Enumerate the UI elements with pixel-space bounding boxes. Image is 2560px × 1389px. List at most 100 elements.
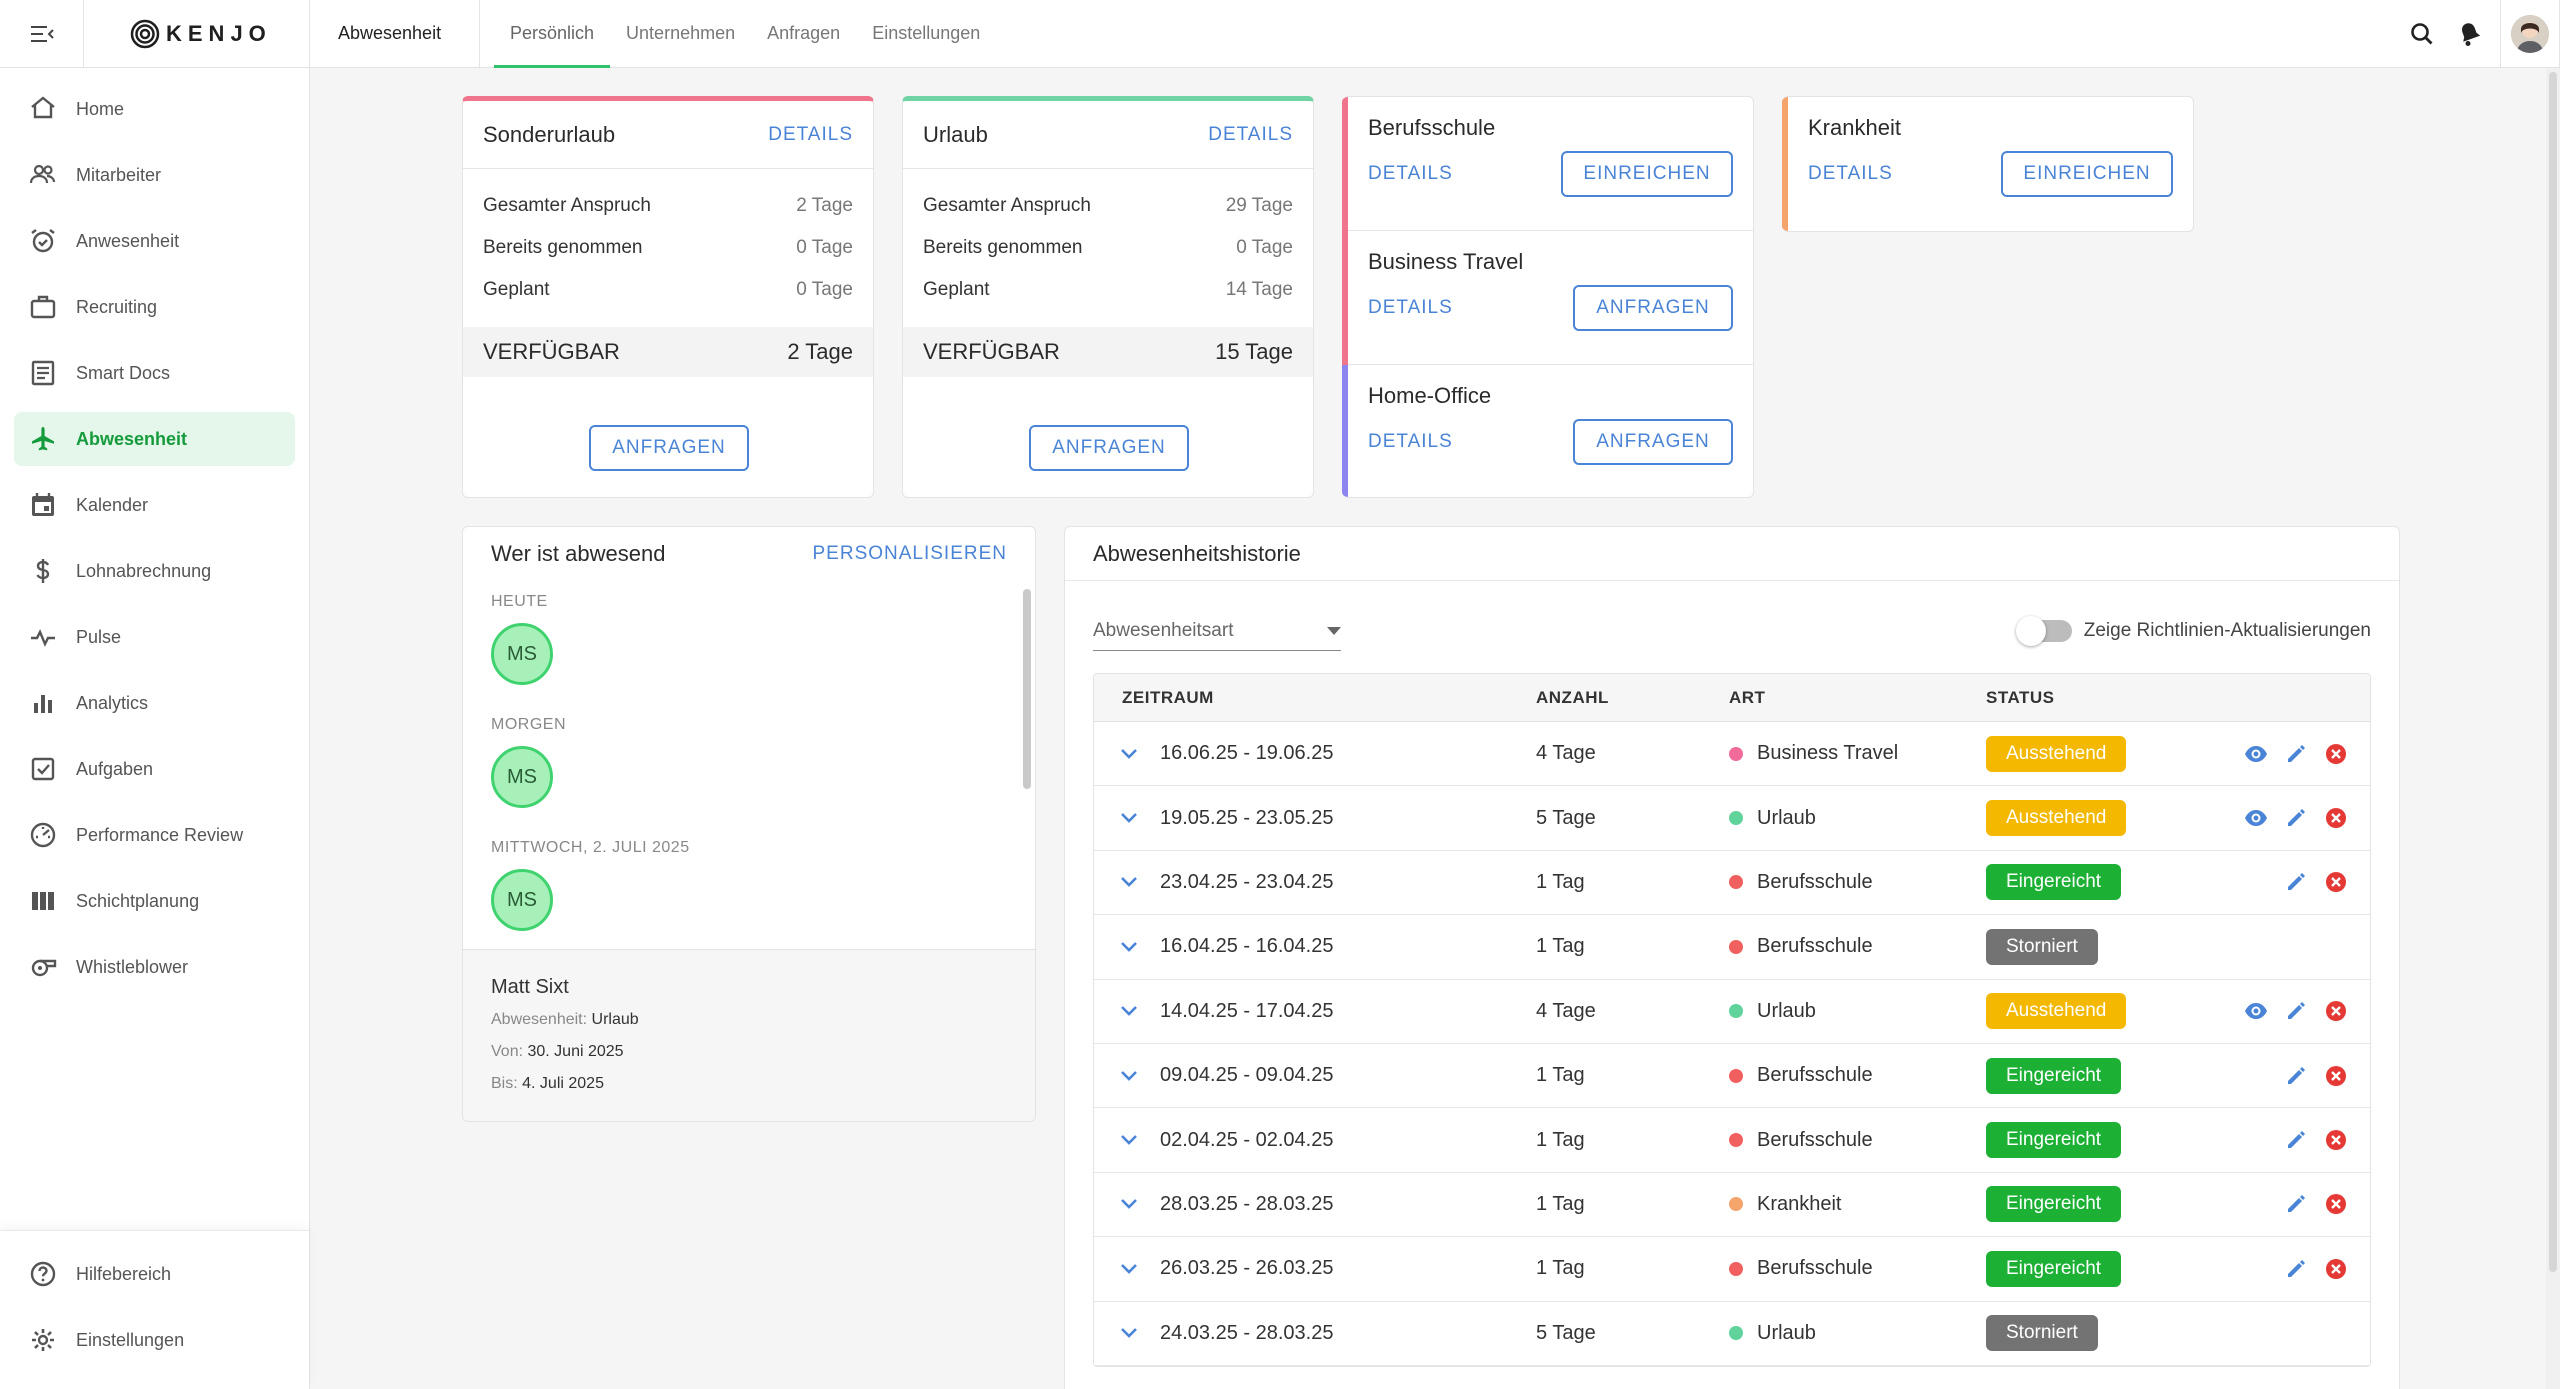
edit-pencil-icon[interactable] bbox=[2284, 999, 2308, 1023]
expand-chevron-icon[interactable] bbox=[1120, 748, 1140, 760]
sidebar-item-performance-review[interactable]: Performance Review bbox=[14, 808, 295, 862]
cell-count: 1 Tag bbox=[1536, 1064, 1585, 1087]
table-row[interactable]: 02.04.25 - 02.04.25 1 Tag Berufsschule Eing… bbox=[1094, 1108, 2370, 1173]
sidebar-item-kalender[interactable]: Kalender bbox=[14, 478, 295, 532]
cell-count: 5 Tage bbox=[1536, 1321, 1596, 1344]
edit-pencil-icon[interactable] bbox=[2284, 742, 2308, 766]
tab-unternehmen[interactable]: Unternehmen bbox=[626, 23, 736, 43]
view-eye-icon[interactable] bbox=[2244, 742, 2268, 766]
who-days-list[interactable]: HEUTE MS MORGEN MS MITTWOCH, 2. JULI 2025 MS bbox=[463, 581, 1035, 951]
expand-chevron-icon[interactable] bbox=[1120, 941, 1140, 953]
tab-persönlich[interactable]: Persönlich bbox=[494, 0, 611, 68]
menu-collapse-button[interactable] bbox=[0, 0, 84, 68]
employee-initials: MS bbox=[507, 888, 537, 911]
request-button[interactable]: ANFRAGEN bbox=[1573, 285, 1733, 331]
sidebar-item-whistleblower[interactable]: Whistleblower bbox=[14, 940, 295, 994]
page-scrollbar-thumb[interactable] bbox=[2549, 72, 2557, 1272]
cell-actions bbox=[2186, 999, 2370, 1023]
table-row[interactable]: 23.04.25 - 23.04.25 1 Tag Berufsschule Eing… bbox=[1094, 850, 2370, 916]
cell-status: Storniert bbox=[1986, 1315, 2186, 1352]
view-eye-icon[interactable] bbox=[2244, 806, 2268, 830]
table-row[interactable]: 24.03.25 - 28.03.25 5 Tage Urlaub Storniert bbox=[1094, 1301, 2370, 1366]
notifications-button[interactable] bbox=[2446, 0, 2494, 68]
table-row[interactable]: 16.06.25 - 19.06.25 4 Tage Business Travel… bbox=[1094, 722, 2370, 787]
who-day-group: MITTWOCH, 2. JULI 2025 MS bbox=[463, 827, 1035, 950]
absence-type-filter[interactable]: Abwesenheitsart bbox=[1093, 611, 1341, 651]
who-scrollbar[interactable] bbox=[1023, 589, 1031, 789]
page-scrollbar[interactable] bbox=[2546, 68, 2560, 1389]
expand-chevron-icon[interactable] bbox=[1120, 876, 1140, 888]
cancel-x-icon[interactable] bbox=[2324, 999, 2348, 1023]
expand-chevron-icon[interactable] bbox=[1120, 1005, 1140, 1017]
column-header-status[interactable]: STATUS bbox=[1986, 687, 2055, 707]
cell-period: 26.03.25 - 26.03.25 bbox=[1094, 1257, 1536, 1280]
table-row[interactable]: 26.03.25 - 26.03.25 1 Tag Berufsschule Eing… bbox=[1094, 1237, 2370, 1302]
menu-collapse-icon bbox=[30, 25, 54, 42]
cancel-x-icon[interactable] bbox=[2324, 870, 2348, 894]
cancel-x-icon[interactable] bbox=[2324, 1128, 2348, 1152]
sidebar-item-einstellungen[interactable]: Einstellungen bbox=[14, 1313, 295, 1367]
expand-chevron-icon[interactable] bbox=[1120, 812, 1140, 824]
column-header-type[interactable]: ART bbox=[1729, 687, 1766, 707]
cancel-x-icon[interactable] bbox=[2324, 1257, 2348, 1281]
request-button[interactable]: ANFRAGEN bbox=[1029, 425, 1189, 471]
details-link[interactable]: DETAILS bbox=[1208, 123, 1293, 145]
edit-pencil-icon[interactable] bbox=[2284, 1192, 2308, 1216]
cancel-x-icon[interactable] bbox=[2324, 806, 2348, 830]
cancel-x-icon[interactable] bbox=[2324, 742, 2348, 766]
user-menu[interactable] bbox=[2500, 0, 2560, 68]
submit-button[interactable]: EINREICHEN bbox=[2001, 151, 2173, 197]
expand-chevron-icon[interactable] bbox=[1120, 1327, 1140, 1339]
policy-updates-toggle[interactable] bbox=[2015, 616, 2072, 646]
sidebar-item-pulse[interactable]: Pulse bbox=[14, 610, 295, 664]
employee-avatar[interactable]: MS bbox=[491, 869, 553, 931]
edit-pencil-icon[interactable] bbox=[2284, 870, 2308, 894]
cancel-x-icon[interactable] bbox=[2324, 1192, 2348, 1216]
sidebar-item-aufgaben[interactable]: Aufgaben bbox=[14, 742, 295, 796]
edit-pencil-icon[interactable] bbox=[2284, 1128, 2308, 1152]
details-link[interactable]: DETAILS bbox=[1808, 163, 1893, 184]
sidebar-item-lohnabrechnung[interactable]: Lohnabrechnung bbox=[14, 544, 295, 598]
tab-anfragen[interactable]: Anfragen bbox=[767, 23, 841, 43]
sidebar-item-smart-docs[interactable]: Smart Docs bbox=[14, 346, 295, 400]
search-button[interactable] bbox=[2398, 0, 2446, 68]
sidebar-item-analytics[interactable]: Analytics bbox=[14, 676, 295, 730]
request-button[interactable]: ANFRAGEN bbox=[1573, 419, 1733, 465]
table-row[interactable]: 19.05.25 - 23.05.25 5 Tage Urlaub Ausstehen… bbox=[1094, 786, 2370, 851]
sidebar-item-anwesenheit[interactable]: Anwesenheit bbox=[14, 214, 295, 268]
expand-chevron-icon[interactable] bbox=[1120, 1198, 1140, 1210]
table-row[interactable]: 16.04.25 - 16.04.25 1 Tag Berufsschule Stor… bbox=[1094, 915, 2370, 980]
details-link[interactable]: DETAILS bbox=[1368, 163, 1453, 184]
expand-chevron-icon[interactable] bbox=[1120, 1263, 1140, 1275]
details-link[interactable]: DETAILS bbox=[1368, 297, 1453, 318]
sidebar-item-schichtplanung[interactable]: Schichtplanung bbox=[14, 874, 295, 928]
edit-pencil-icon[interactable] bbox=[2284, 806, 2308, 830]
submit-button[interactable]: EINREICHEN bbox=[1561, 151, 1733, 197]
type-text: Berufsschule bbox=[1757, 1064, 1873, 1087]
table-row[interactable]: 09.04.25 - 09.04.25 1 Tag Berufsschule Eing… bbox=[1094, 1043, 2370, 1109]
sidebar-item-home[interactable]: Home bbox=[14, 82, 295, 136]
edit-pencil-icon[interactable] bbox=[2284, 1257, 2308, 1281]
logo[interactable]: KENJO bbox=[130, 19, 272, 49]
expand-chevron-icon[interactable] bbox=[1120, 1134, 1140, 1146]
table-row[interactable]: 28.03.25 - 28.03.25 1 Tag Krankheit Eingere… bbox=[1094, 1172, 2370, 1238]
details-link[interactable]: DETAILS bbox=[1368, 431, 1453, 452]
table-row[interactable]: 14.04.25 - 17.04.25 4 Tage Urlaub Ausstehen… bbox=[1094, 979, 2370, 1044]
tab-einstellungen[interactable]: Einstellungen bbox=[872, 23, 981, 43]
request-button[interactable]: ANFRAGEN bbox=[589, 425, 749, 471]
personalize-link[interactable]: PERSONALISIEREN bbox=[812, 543, 1007, 564]
sidebar-item-hilfebereich[interactable]: Hilfebereich bbox=[14, 1247, 295, 1301]
sidebar-item-recruiting[interactable]: Recruiting bbox=[14, 280, 295, 334]
sidebar-item-abwesenheit[interactable]: Abwesenheit bbox=[14, 412, 295, 466]
column-header-period[interactable]: ZEITRAUM bbox=[1122, 687, 1214, 707]
cancel-x-icon[interactable] bbox=[2324, 1064, 2348, 1088]
employee-avatar[interactable]: MS bbox=[491, 623, 553, 685]
view-eye-icon[interactable] bbox=[2244, 999, 2268, 1023]
absence-type-value: Urlaub bbox=[591, 1011, 639, 1028]
column-header-count[interactable]: ANZAHL bbox=[1536, 687, 1609, 707]
employee-avatar[interactable]: MS bbox=[491, 746, 553, 808]
expand-chevron-icon[interactable] bbox=[1120, 1070, 1140, 1082]
sidebar-item-mitarbeiter[interactable]: Mitarbeiter bbox=[14, 148, 295, 202]
details-link[interactable]: DETAILS bbox=[768, 123, 853, 145]
edit-pencil-icon[interactable] bbox=[2284, 1064, 2308, 1088]
